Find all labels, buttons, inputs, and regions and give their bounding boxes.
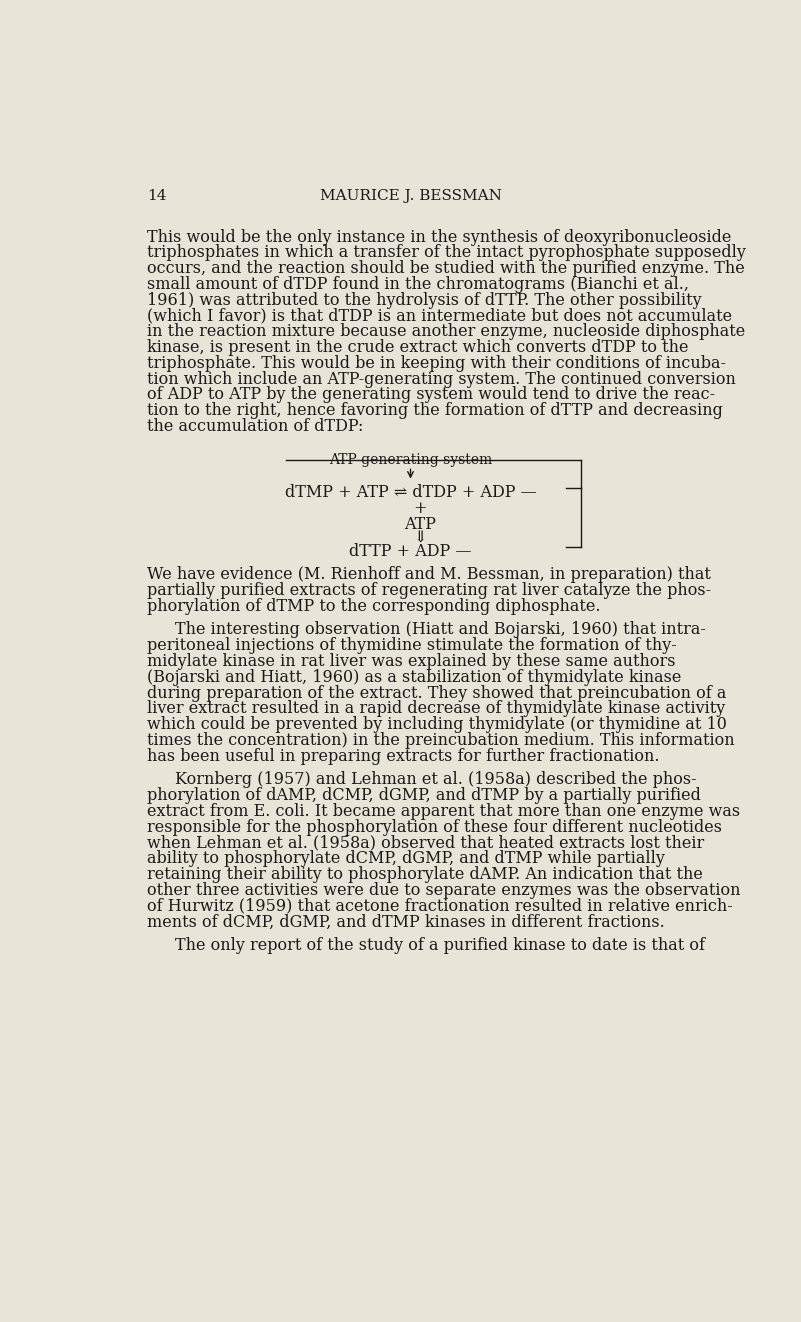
Text: small amount of dTDP found in the chromatograms (Bianchi et al.,: small amount of dTDP found in the chroma… [147, 276, 689, 293]
Text: phorylation of dTMP to the corresponding diphosphate.: phorylation of dTMP to the corresponding… [147, 598, 600, 615]
Text: ability to phosphorylate dCMP, dGMP, and dTMP while partially: ability to phosphorylate dCMP, dGMP, and… [147, 850, 665, 867]
Text: triphosphate. This would be in keeping with their conditions of incuba-: triphosphate. This would be in keeping w… [147, 354, 726, 371]
Text: in the reaction mixture because another enzyme, nucleoside diphosphate: in the reaction mixture because another … [147, 324, 745, 340]
Text: liver extract resulted in a rapid decrease of thymidylate kinase activity: liver extract resulted in a rapid decrea… [147, 701, 725, 718]
Text: ATP generating system: ATP generating system [329, 452, 492, 467]
Text: The interesting observation (Hiatt and Bojarski, 1960) that intra-: The interesting observation (Hiatt and B… [175, 621, 706, 639]
Text: other three activities were due to separate enzymes was the observation: other three activities were due to separ… [147, 882, 740, 899]
Text: which could be prevented by including thymidylate (or thymidine at 10: which could be prevented by including th… [147, 717, 727, 734]
Text: when Lehman et al. (1958a) observed that heated extracts lost their: when Lehman et al. (1958a) observed that… [147, 834, 704, 851]
Text: (Bojarski and Hiatt, 1960) as a stabilization of thymidylate kinase: (Bojarski and Hiatt, 1960) as a stabiliz… [147, 669, 681, 686]
Text: +: + [413, 500, 427, 517]
Text: kinase, is present in the crude extract which converts dTDP to the: kinase, is present in the crude extract … [147, 338, 688, 356]
Text: midylate kinase in rat liver was explained by these same authors: midylate kinase in rat liver was explain… [147, 653, 675, 670]
Text: MAURICE J. BESSMAN: MAURICE J. BESSMAN [320, 189, 501, 204]
Text: times the concentration) in the preincubation medium. This information: times the concentration) in the preincub… [147, 732, 735, 750]
Text: tion to the right, hence favoring the formation of dTTP and decreasing: tion to the right, hence favoring the fo… [147, 402, 723, 419]
Text: The only report of the study of a purified kinase to date is that of: The only report of the study of a purifi… [175, 937, 705, 954]
Text: dTMP + ATP ⇌ dTDP + ADP —: dTMP + ATP ⇌ dTDP + ADP — [284, 484, 537, 501]
Text: Kornberg (1957) and Lehman et al. (1958a) described the phos-: Kornberg (1957) and Lehman et al. (1958a… [175, 772, 696, 788]
Text: (which I favor) is that dTDP is an intermediate but does not accumulate: (which I favor) is that dTDP is an inter… [147, 308, 732, 324]
Text: retaining their ability to phosphorylate dAMP. An indication that the: retaining their ability to phosphorylate… [147, 866, 702, 883]
Text: responsible for the phosphorylation of these four different nucleotides: responsible for the phosphorylation of t… [147, 818, 722, 836]
Text: of ADP to ATP by the generating system would tend to drive the reac-: of ADP to ATP by the generating system w… [147, 386, 714, 403]
Text: tion which include an ATP-generating system. The continued conversion: tion which include an ATP-generating sys… [147, 370, 735, 387]
Text: This would be the only instance in the synthesis of deoxyribonucleoside: This would be the only instance in the s… [147, 229, 731, 246]
Text: We have evidence (M. Rienhoff and M. Bessman, in preparation) that: We have evidence (M. Rienhoff and M. Bes… [147, 566, 710, 583]
Text: dTTP + ADP —: dTTP + ADP — [349, 542, 472, 559]
Text: extract from E. coli. It became apparent that more than one enzyme was: extract from E. coli. It became apparent… [147, 802, 740, 820]
Text: ⇓: ⇓ [413, 529, 426, 546]
Text: during preparation of the extract. They showed that preincubation of a: during preparation of the extract. They … [147, 685, 726, 702]
Text: occurs, and the reaction should be studied with the purified enzyme. The: occurs, and the reaction should be studi… [147, 260, 744, 278]
Text: triphosphates in which a transfer of the intact pyrophosphate supposedly: triphosphates in which a transfer of the… [147, 245, 746, 262]
Text: phorylation of dAMP, dCMP, dGMP, and dTMP by a partially purified: phorylation of dAMP, dCMP, dGMP, and dTM… [147, 787, 701, 804]
Text: ments of dCMP, dGMP, and dTMP kinases in different fractions.: ments of dCMP, dGMP, and dTMP kinases in… [147, 914, 665, 931]
Text: ATP: ATP [404, 516, 436, 533]
Text: of Hurwitz (1959) that acetone fractionation resulted in relative enrich-: of Hurwitz (1959) that acetone fractiona… [147, 898, 732, 915]
Text: peritoneal injections of thymidine stimulate the formation of thy-: peritoneal injections of thymidine stimu… [147, 637, 676, 654]
Text: partially purified extracts of regenerating rat liver catalyze the phos-: partially purified extracts of regenerat… [147, 582, 710, 599]
Text: the accumulation of dTDP:: the accumulation of dTDP: [147, 418, 363, 435]
Text: has been useful in preparing extracts for further fractionation.: has been useful in preparing extracts fo… [147, 748, 659, 764]
Text: 1961) was attributed to the hydrolysis of dTTP. The other possibility: 1961) was attributed to the hydrolysis o… [147, 292, 702, 309]
Text: 14: 14 [147, 189, 166, 204]
